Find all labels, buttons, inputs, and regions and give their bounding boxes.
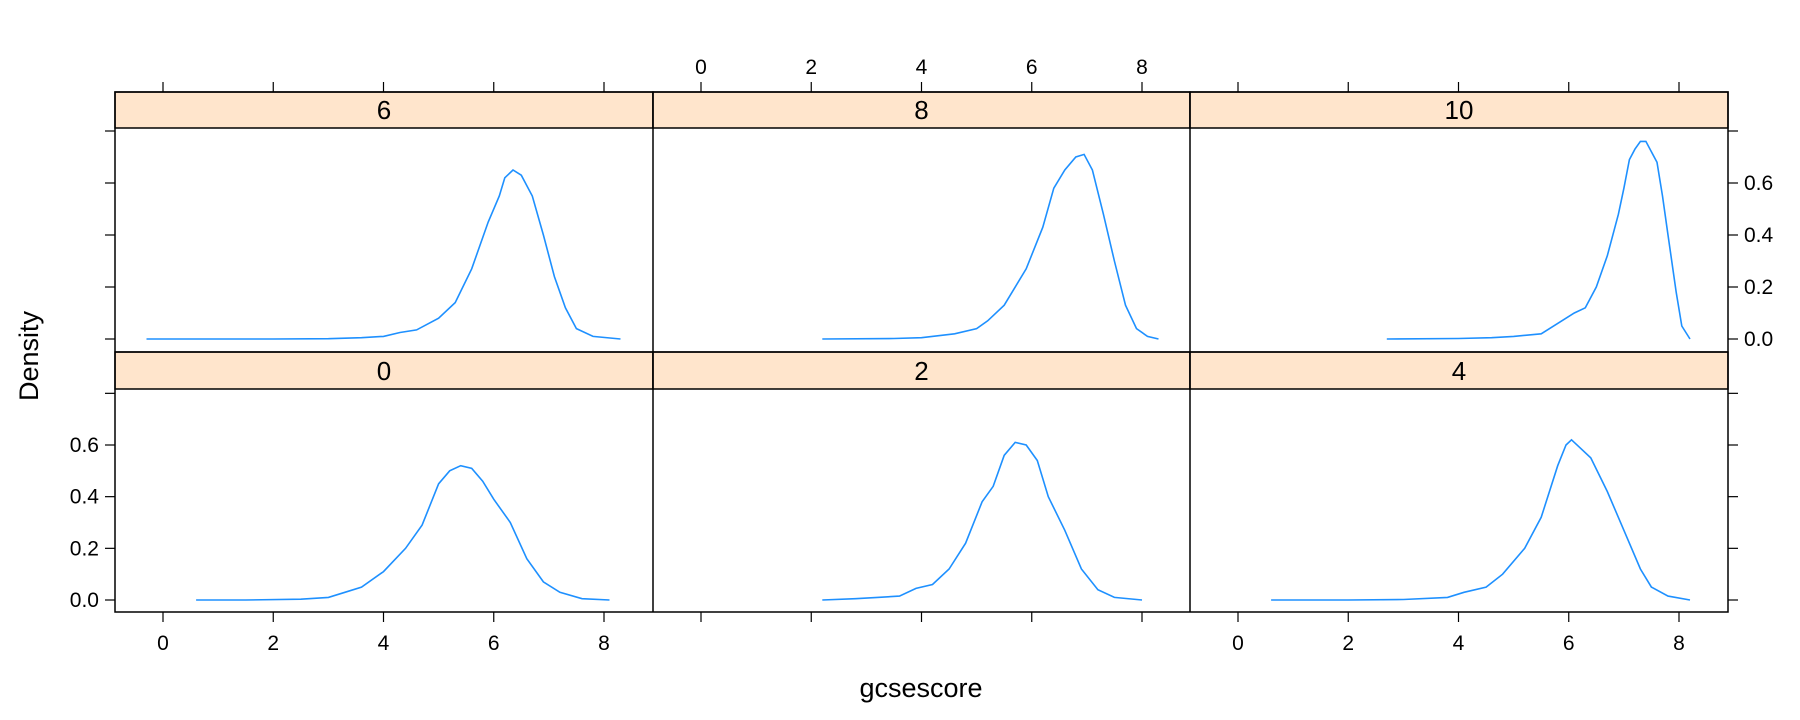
strip-label: 2 <box>914 356 928 386</box>
density-curve-4 <box>1271 438 1691 601</box>
x-tick-label: 0 <box>1232 632 1244 655</box>
panel-strips: 6 8 10 0 2 4 <box>114 91 1729 390</box>
strip-8 <box>652 91 1191 129</box>
y-tick-label: 0.0 <box>70 589 99 612</box>
strip-label: 10 <box>1445 95 1474 125</box>
x-tick-label: 6 <box>1026 56 1038 79</box>
x-tick-label: 2 <box>267 632 279 655</box>
panel-frames <box>114 91 1729 613</box>
x-tick-label: 8 <box>1673 632 1685 655</box>
density-curve-0 <box>196 464 610 601</box>
density-curves <box>146 140 1691 601</box>
density-curve-6 <box>146 168 621 340</box>
strip-label: 8 <box>914 95 928 125</box>
y-tick-label: 0.4 <box>70 486 100 509</box>
strip-2 <box>652 351 1191 390</box>
x-axis-title: gcsescore <box>859 673 982 703</box>
x-tick-label: 4 <box>1453 632 1465 655</box>
x-tick-label: 8 <box>598 632 610 655</box>
strip-label: 6 <box>377 95 391 125</box>
y-tick-label: 0.2 <box>70 537 99 560</box>
x-tick-label: 2 <box>805 56 817 79</box>
x-tick-label: 4 <box>916 56 928 79</box>
strip-6 <box>114 91 654 129</box>
y-axis-title: Density <box>14 310 44 401</box>
y-tick-label: 0.4 <box>1744 224 1774 247</box>
y-tick-label: 0.6 <box>70 434 99 457</box>
strip-label: 4 <box>1452 356 1466 386</box>
x-tick-label: 0 <box>157 632 169 655</box>
y-tick-label: 0.6 <box>1744 172 1773 195</box>
density-curve-8 <box>822 153 1159 340</box>
strip-label: 0 <box>377 356 391 386</box>
density-curve-10 <box>1386 140 1691 340</box>
x-tick-label: 4 <box>378 632 390 655</box>
x-tick-label: 6 <box>488 632 500 655</box>
x-tick-label: 0 <box>695 56 707 79</box>
y-tick-label: 0.2 <box>1744 276 1773 299</box>
x-tick-label: 6 <box>1563 632 1575 655</box>
axis-ticks: 0 2 4 6 8 0 2 4 6 8 0 2 4 6 8 0.0 0.2 0.4 0.6 0.0 0.2 0.4 0.6 <box>70 56 1774 655</box>
x-tick-label: 2 <box>1342 632 1354 655</box>
density-curve-2 <box>822 441 1143 601</box>
x-tick-label: 8 <box>1136 56 1148 79</box>
y-tick-label: 0.0 <box>1744 328 1773 351</box>
